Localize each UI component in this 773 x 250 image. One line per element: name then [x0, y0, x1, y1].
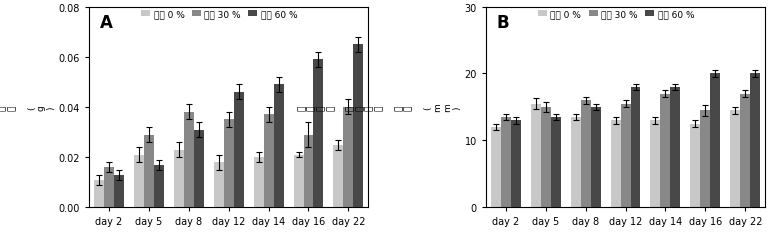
Y-axis label: 함
수
량
에
 
따
른
무
게
 
변
화
 
(
g
): 함 수 량 에 따 른 무 게 변 화 ( g ) [0, 105, 56, 110]
Bar [511, 121, 521, 208]
Bar [501, 118, 511, 208]
Bar [690, 124, 700, 208]
Bar [611, 121, 621, 208]
Bar [154, 165, 164, 208]
Bar [233, 92, 243, 208]
Bar [264, 115, 274, 208]
Text: B: B [497, 14, 509, 32]
Bar [670, 88, 680, 208]
Bar [730, 111, 741, 208]
Bar [174, 150, 184, 208]
Bar [531, 104, 540, 208]
Bar [353, 45, 363, 207]
Legend: 수분 0 %, 수분 30 %, 수분 60 %: 수분 0 %, 수분 30 %, 수분 60 % [538, 10, 694, 19]
Bar [751, 74, 761, 207]
Bar [343, 108, 353, 208]
Bar [491, 128, 501, 208]
Bar [134, 155, 144, 208]
Bar [114, 175, 124, 208]
Bar [591, 108, 601, 208]
Bar [94, 180, 104, 208]
Bar [581, 101, 591, 208]
Bar [314, 60, 323, 208]
Bar [621, 104, 631, 208]
Bar [294, 155, 304, 208]
Text: A: A [100, 14, 113, 32]
Legend: 수분 0 %, 수분 30 %, 수분 60 %: 수분 0 %, 수분 30 %, 수분 60 % [141, 10, 298, 19]
Bar [540, 108, 550, 208]
Bar [650, 121, 660, 208]
Bar [741, 94, 751, 208]
Bar [254, 158, 264, 208]
Bar [570, 118, 581, 208]
Bar [304, 135, 314, 208]
Bar [274, 85, 284, 208]
Bar [184, 112, 194, 208]
Bar [631, 88, 641, 208]
Y-axis label: 함
수
량
에
 
따
른
길
이
 
변
화
 
(
m
m
): 함 수 량 에 따 른 길 이 변 화 ( m m ) [298, 103, 461, 112]
Bar [710, 74, 720, 207]
Bar [144, 135, 154, 208]
Bar [333, 145, 343, 208]
Bar [104, 168, 114, 207]
Bar [550, 118, 560, 208]
Bar [700, 111, 710, 208]
Bar [223, 120, 233, 208]
Bar [194, 130, 204, 208]
Bar [660, 94, 670, 208]
Bar [213, 162, 223, 208]
